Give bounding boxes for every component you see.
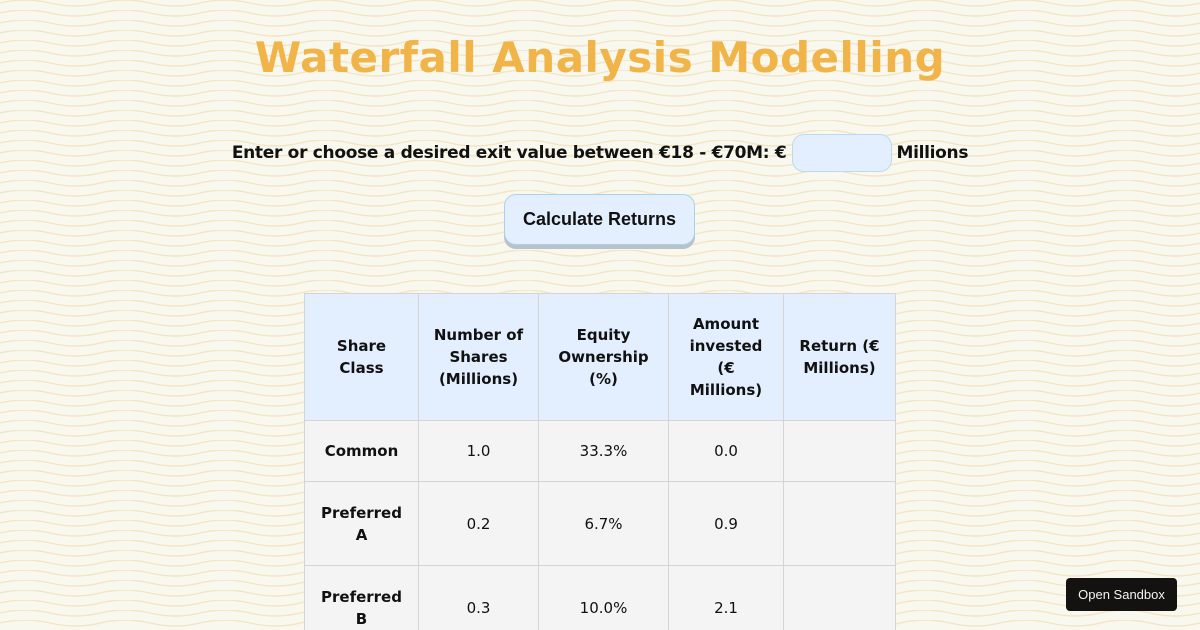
table-row: Preferred B 0.3 10.0% 2.1 (304, 565, 896, 630)
header-equity-ownership: Equity Ownership (%) (538, 293, 669, 421)
cell-invested: 0.9 (668, 481, 784, 566)
open-sandbox-button[interactable]: Open Sandbox (1066, 578, 1177, 611)
exit-value-input[interactable] (792, 134, 893, 172)
cell-share-class: Preferred A (304, 481, 419, 566)
page-title: Waterfall Analysis Modelling (254, 33, 946, 82)
table-row: Common 1.0 33.3% 0.0 (304, 420, 896, 482)
exit-value-row: Enter or choose a desired exit value bet… (0, 134, 1200, 172)
cell-return (783, 420, 896, 482)
cell-share-class: Common (304, 420, 419, 482)
cell-shares: 0.3 (418, 565, 539, 630)
exit-value-suffix: Millions (896, 143, 969, 163)
calculate-returns-button[interactable]: Calculate Returns (504, 194, 695, 245)
cell-shares: 0.2 (418, 481, 539, 566)
header-number-of-shares: Number of Shares (Millions) (418, 293, 539, 421)
cell-invested: 2.1 (668, 565, 784, 630)
returns-table: Share Class Number of Shares (Millions) … (304, 293, 896, 630)
cell-invested: 0.0 (668, 420, 784, 482)
cell-return (783, 565, 896, 630)
cell-ownership: 6.7% (538, 481, 669, 566)
cell-share-class: Preferred B (304, 565, 419, 630)
cell-ownership: 10.0% (538, 565, 669, 630)
table-row: Preferred A 0.2 6.7% 0.9 (304, 481, 896, 566)
cell-ownership: 33.3% (538, 420, 669, 482)
exit-value-label: Enter or choose a desired exit value bet… (231, 143, 787, 163)
cell-return (783, 481, 896, 566)
header-share-class: Share Class (304, 293, 419, 421)
cell-shares: 1.0 (418, 420, 539, 482)
table-header-row: Share Class Number of Shares (Millions) … (304, 293, 896, 421)
header-amount-invested: Amount invested (€ Millions) (668, 293, 784, 421)
header-return: Return (€ Millions) (783, 293, 896, 421)
